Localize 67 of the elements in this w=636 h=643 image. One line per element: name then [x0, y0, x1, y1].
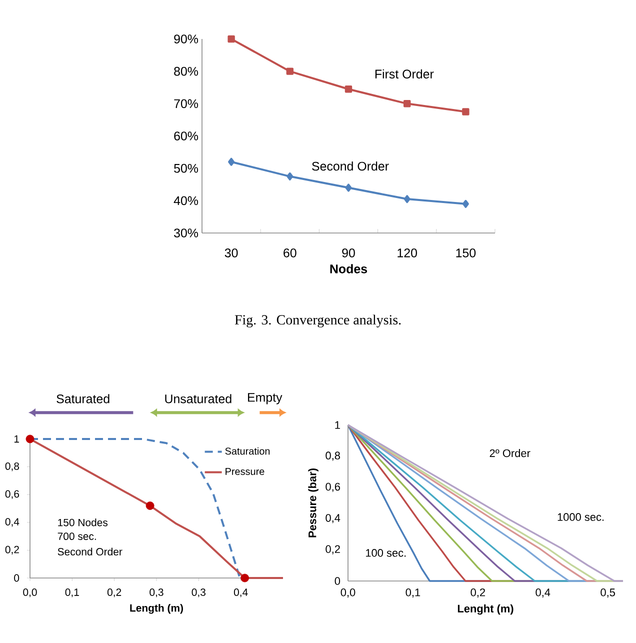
y-tick-label: 60% [174, 132, 198, 140]
point [345, 184, 352, 192]
x-tick-label: 0,0 [340, 588, 356, 598]
point [228, 35, 235, 43]
annotation: 1000 sec. [558, 513, 604, 521]
point [26, 434, 34, 444]
text: Saturated [56, 394, 110, 404]
y-tick-label: 40% [174, 196, 198, 206]
x-tick-label: 150 [456, 248, 476, 258]
x-tick-label: 120 [398, 248, 417, 258]
x-tick-label: 0,2 [107, 588, 122, 598]
point [344, 86, 352, 93]
text: Unsaturated [165, 394, 232, 404]
x-tick-label: 0,3 [150, 588, 164, 598]
caption: Fig. 3. Convergence analysis. [234, 314, 401, 328]
y-tick-label: 0,6 [326, 482, 340, 492]
y-tick-label: 0,4 [326, 514, 340, 524]
annotation: Second Order [58, 548, 122, 556]
y-tick-label: 0,8 [326, 452, 340, 461]
x-axis-title: Nodes [330, 264, 368, 274]
point [404, 100, 411, 108]
point [228, 158, 235, 166]
text: Empty [248, 393, 282, 404]
x-tick-label: 0,0 [23, 588, 37, 598]
y-tick-label: 50% [174, 164, 198, 173]
x-tick-label: 90 [342, 248, 355, 258]
annotation: 100 sec. [366, 549, 406, 557]
y-tick-label: 0,8 [5, 462, 20, 472]
y-tick-label: 0,6 [5, 490, 20, 499]
x-tick-label: 0,4 [536, 588, 550, 598]
x-tick-label: 0,1 [406, 588, 420, 598]
y-tick-label: 0,2 [5, 546, 19, 555]
x-axis-title: Lenght (m) [458, 604, 514, 615]
y-tick-label: 0 [334, 577, 340, 585]
series-label: First Order [375, 69, 434, 78]
y-axis-title: Pessure (bar) [308, 468, 318, 538]
point [462, 200, 469, 208]
legend-label: Saturation [225, 447, 270, 455]
legend-label: Pressure [226, 468, 264, 475]
y-tick-label: 0 [14, 574, 20, 582]
y-tick-label: 0,2 [326, 545, 340, 554]
x-tick-label: 0,1 [65, 588, 79, 598]
point [146, 502, 154, 510]
y-tick-label: 80% [174, 66, 198, 76]
annotation: 150 Nodes [58, 518, 108, 526]
annotation: 700 sec. [58, 532, 96, 540]
annotation: 2º Order [490, 449, 530, 458]
point [286, 68, 294, 75]
point [404, 195, 410, 204]
x-tick-label: 30 [224, 248, 238, 258]
y-tick-label: 1 [335, 421, 340, 429]
x-axis-title: Length (m) [130, 604, 183, 614]
point [240, 574, 249, 582]
x-tick-label: 0,5 [600, 588, 615, 598]
y-tick-label: 70% [174, 99, 198, 108]
y-tick-label: 1 [14, 435, 19, 443]
point [462, 108, 470, 116]
x-tick-label: 0,3 [192, 588, 206, 598]
x-tick-label: 0,4 [234, 588, 248, 598]
y-tick-label: 0,4 [5, 518, 20, 527]
x-tick-label: 60 [284, 248, 296, 258]
point [286, 172, 294, 180]
series-label: Second Order [312, 161, 389, 171]
y-tick-label: 90% [174, 34, 198, 44]
y-tick-label: 30% [174, 228, 198, 238]
x-tick-label: 0,2 [470, 588, 485, 598]
line-series [347, 424, 624, 582]
